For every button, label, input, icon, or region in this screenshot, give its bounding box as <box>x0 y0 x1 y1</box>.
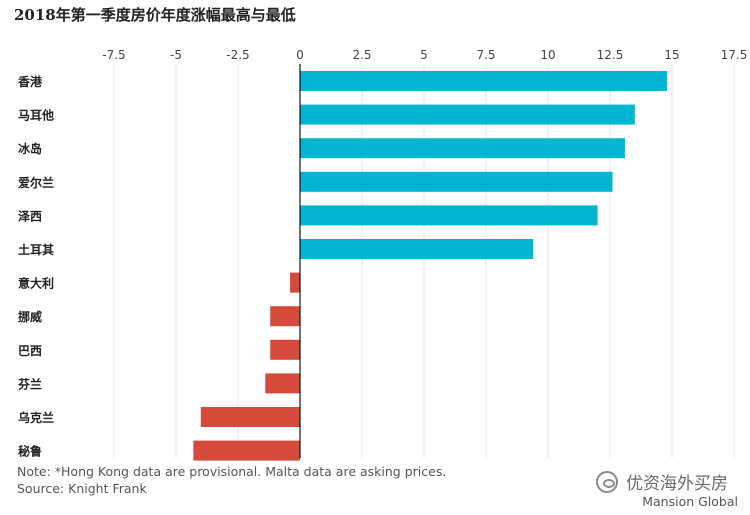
x-tick-label: -7.5 <box>102 48 125 62</box>
watermark-text: 优资海外买房 <box>626 474 728 494</box>
x-tick-label: 10 <box>540 48 555 62</box>
watermark: 优资海外买房 <box>596 469 728 494</box>
category-label: 意大利 <box>18 276 54 291</box>
x-tick-label: -5 <box>170 48 182 62</box>
category-label: 爱尔兰 <box>18 175 54 190</box>
bar <box>265 373 300 394</box>
chart-note: Note: *Hong Kong data are provisional. M… <box>17 464 447 479</box>
chart-title: 2018年第一季度房价年度涨幅最高与最低 <box>14 6 296 24</box>
x-tick-label: 0 <box>296 48 304 62</box>
bar <box>300 71 668 91</box>
category-label: 泽西 <box>18 209 42 223</box>
category-label: 香港 <box>17 74 43 89</box>
x-tick-label: 15 <box>664 48 679 62</box>
category-label: 冰岛 <box>18 141 42 156</box>
category-label: 芬兰 <box>17 376 42 391</box>
bar-chart: -7.5 -5 -2.5 0 2.5 5 7.5 10 12.5 15 17.5 香港马耳他冰岛爱尔… <box>17 48 747 461</box>
x-tick-label: 17.5 <box>721 48 748 62</box>
bar <box>193 440 300 461</box>
category-label: 乌克兰 <box>18 410 54 425</box>
bar <box>290 272 300 293</box>
x-tick-label: -2.5 <box>226 48 249 62</box>
category-label: 巴西 <box>18 344 42 358</box>
category-label: 土耳其 <box>18 242 54 257</box>
bar <box>300 205 598 226</box>
bar <box>300 171 613 192</box>
bar <box>270 306 300 327</box>
category-label: 秘鲁 <box>18 444 42 459</box>
brand-name: Mansion Global <box>642 494 738 509</box>
bar <box>300 104 635 125</box>
bar <box>200 407 300 427</box>
x-tick-label: 12.5 <box>597 48 624 62</box>
x-axis-ticks: -7.5 -5 -2.5 0 2.5 5 7.5 10 12.5 15 17.5 <box>102 48 747 62</box>
x-tick-label: 5 <box>420 48 428 62</box>
wechat-icon <box>596 470 618 493</box>
bar <box>300 239 534 259</box>
bars <box>193 71 668 461</box>
bar <box>270 339 300 360</box>
category-label: 挪威 <box>18 309 42 324</box>
category-label: 马耳他 <box>18 108 54 123</box>
chart-source: Source: Knight Frank <box>17 481 147 496</box>
x-tick-label: 7.5 <box>476 48 495 62</box>
x-tick-label: 2.5 <box>352 48 371 62</box>
bar <box>300 138 625 159</box>
